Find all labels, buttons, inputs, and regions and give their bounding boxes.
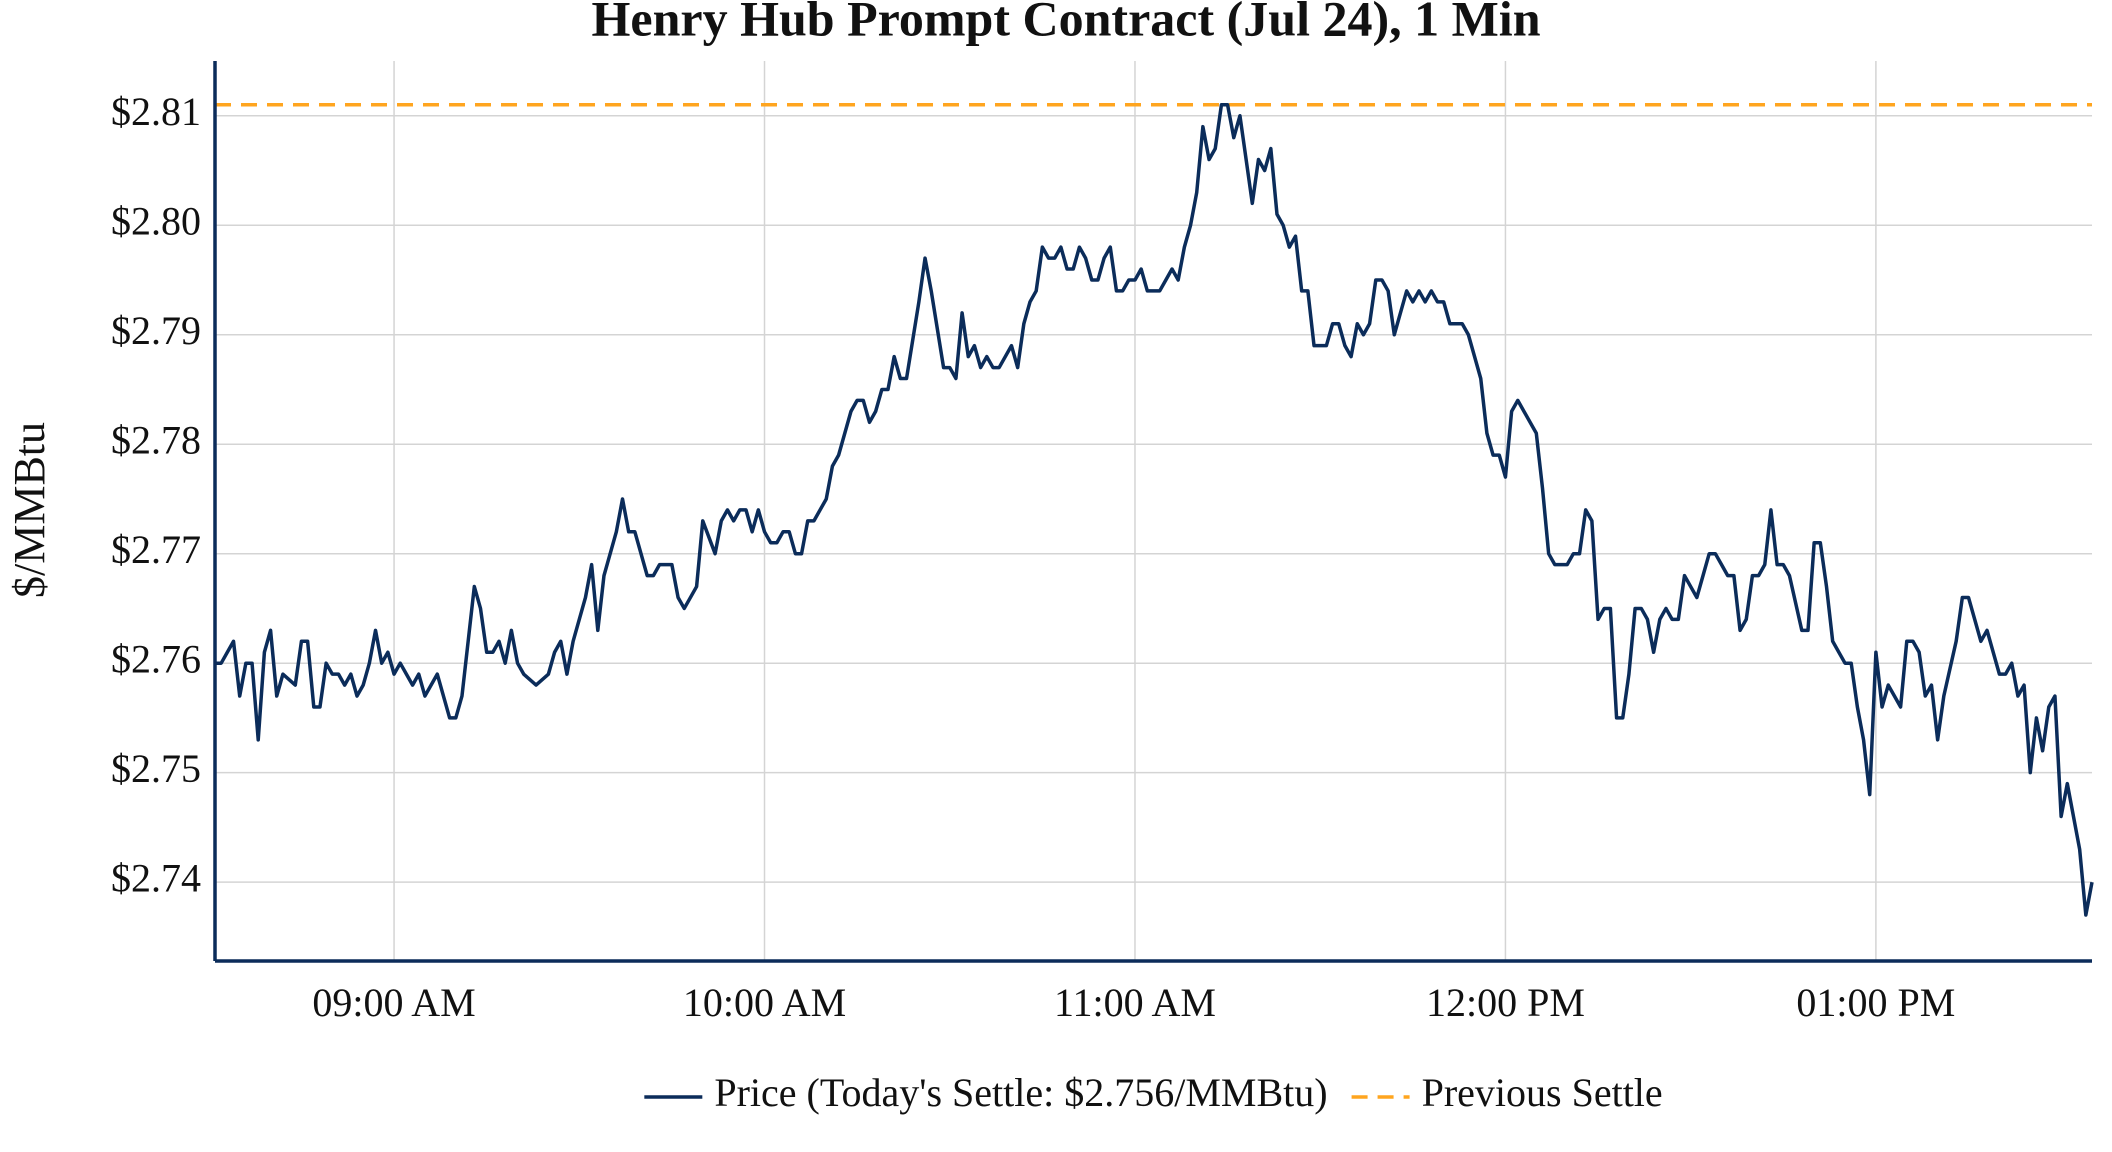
x-tick-label: 01:00 PM bbox=[1796, 980, 1955, 1025]
y-tick-label: $2.79 bbox=[111, 308, 201, 353]
x-tick-label: 10:00 AM bbox=[683, 980, 846, 1025]
legend-label: Previous Settle bbox=[1422, 1070, 1663, 1115]
y-tick-label: $2.75 bbox=[111, 746, 201, 791]
price-line bbox=[215, 103, 2094, 917]
y-tick-label: $2.76 bbox=[111, 636, 201, 681]
y-tick-label: $2.80 bbox=[111, 198, 201, 243]
x-tick-label: 12:00 PM bbox=[1426, 980, 1585, 1025]
y-tick-label: $2.74 bbox=[111, 855, 201, 900]
y-tick-label: $2.81 bbox=[111, 89, 201, 134]
legend-label: Price (Today's Settle: $2.756/MMBtu) bbox=[714, 1070, 1327, 1115]
chart-title: Henry Hub Prompt Contract (Jul 24), 1 Mi… bbox=[591, 0, 1540, 46]
y-tick-label: $2.78 bbox=[111, 417, 201, 462]
x-tick-label: 11:00 AM bbox=[1054, 980, 1216, 1025]
y-axis-label: $/MMBtu bbox=[5, 422, 54, 598]
x-tick-label: 09:00 AM bbox=[312, 980, 475, 1025]
y-tick-label: $2.77 bbox=[111, 527, 201, 572]
